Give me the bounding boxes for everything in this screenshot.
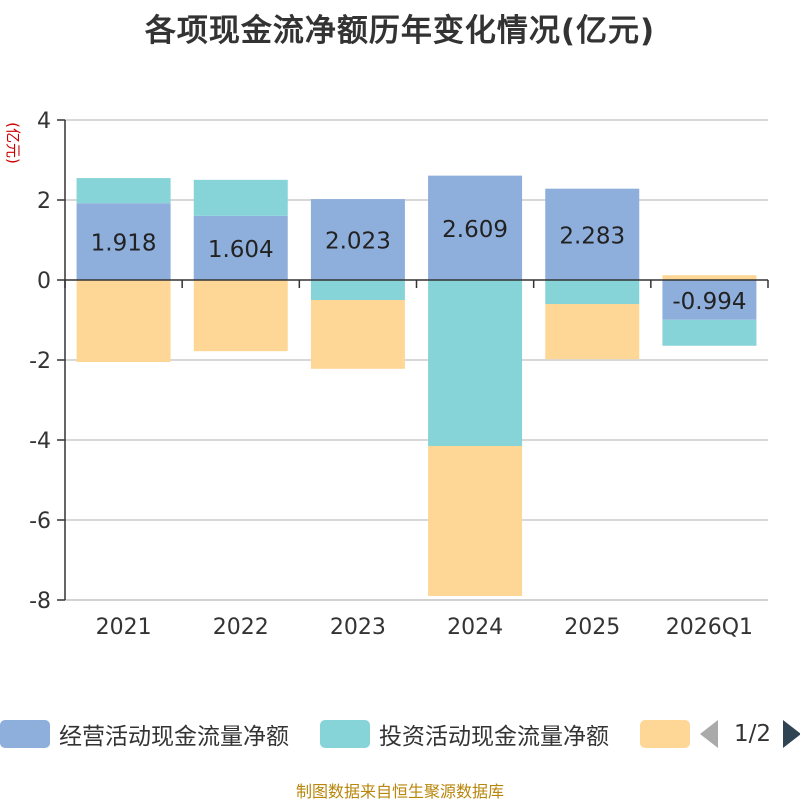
axis-layer: 4 2 0 -2 -4 -6 -8 (亿元) 2021 2022 2023 2024 2025 2026Q… <box>4 109 769 640</box>
chart-canvas: 4 2 0 -2 -4 -6 -8 (亿元) 2021 2022 2023 2024 2025 2026Q… <box>4 109 769 640</box>
y-tick-label: 4 <box>37 109 51 134</box>
data-label-operating: 2.023 <box>325 229 391 255</box>
y-tick-label: 0 <box>37 269 51 294</box>
y-axis-unit-label: (亿元) <box>4 122 22 164</box>
legend-label-investing: 投资活动现金流量净额 <box>379 724 609 750</box>
legend-label-operating: 经营活动现金流量净额 <box>59 724 289 750</box>
source-note: 制图数据来自恒生聚源数据库 <box>295 782 504 801</box>
chart-title: 各项现金流净额历年变化情况(亿元) <box>144 13 656 49</box>
bar-financing-2022 <box>193 280 288 352</box>
data-label-operating: -0.994 <box>672 289 746 315</box>
bar-operating-2024 <box>428 175 523 280</box>
bar-layer <box>76 175 757 596</box>
legend-page-indicator: 1/2 <box>734 721 772 747</box>
legend-swatch-investing <box>320 720 370 748</box>
bar-investing-2023 <box>310 280 405 300</box>
bar-investing-2021 <box>76 178 171 204</box>
data-label-operating: 2.609 <box>442 217 508 243</box>
legend-item-investing[interactable]: 投资活动现金流量净额 <box>320 716 609 752</box>
data-label-operating: 1.604 <box>208 237 274 263</box>
grid-layer <box>65 119 768 601</box>
bar-financing-2023 <box>310 300 405 369</box>
y-tick-label: -2 <box>29 349 51 374</box>
data-label-operating: 2.283 <box>559 223 625 249</box>
legend: 经营活动现金流量净额 投资活动现金流量净额 <box>0 716 800 752</box>
y-tick-label: -6 <box>29 509 51 534</box>
bar-financing-2024 <box>428 446 523 596</box>
legend-item-financing[interactable] <box>640 716 690 752</box>
bar-operating-2026Q1 <box>662 280 757 320</box>
data-label-operating: 1.918 <box>91 231 157 257</box>
bar-financing-2025 <box>545 304 640 360</box>
bar-operating-2021 <box>76 203 171 280</box>
bar-investing-2025 <box>545 280 640 304</box>
x-tick-label: 2024 <box>447 615 503 640</box>
x-tick-label: 2022 <box>213 615 269 640</box>
y-tick-label: -8 <box>29 589 51 614</box>
bar-operating-2023 <box>310 199 405 280</box>
y-tick-label: 2 <box>37 189 51 214</box>
x-tick-label: 2026Q1 <box>666 615 753 640</box>
legend-item-operating[interactable]: 经营活动现金流量净额 <box>0 716 289 752</box>
bar-financing-2026Q1 <box>662 275 757 280</box>
next-page-icon[interactable] <box>783 720 800 748</box>
y-tick-label: -4 <box>29 429 51 454</box>
x-tick-label: 2023 <box>330 615 386 640</box>
bar-operating-2022 <box>193 215 288 280</box>
legend-swatch-operating <box>0 720 50 748</box>
x-tick-label: 2025 <box>564 615 620 640</box>
bar-investing-2022 <box>193 179 288 216</box>
label-layer: 1.918 1.604 2.023 2.609 2.283 -0.994 <box>91 217 747 315</box>
x-tick-label: 2021 <box>96 615 152 640</box>
legend-swatch-financing <box>640 720 690 748</box>
prev-page-icon[interactable] <box>700 720 718 748</box>
bar-investing-2024 <box>428 280 523 446</box>
bar-investing-2026Q1 <box>662 319 757 346</box>
legend-pager: 1/2 <box>700 716 800 752</box>
bar-financing-2021 <box>76 280 171 362</box>
bar-operating-2025 <box>545 188 640 280</box>
